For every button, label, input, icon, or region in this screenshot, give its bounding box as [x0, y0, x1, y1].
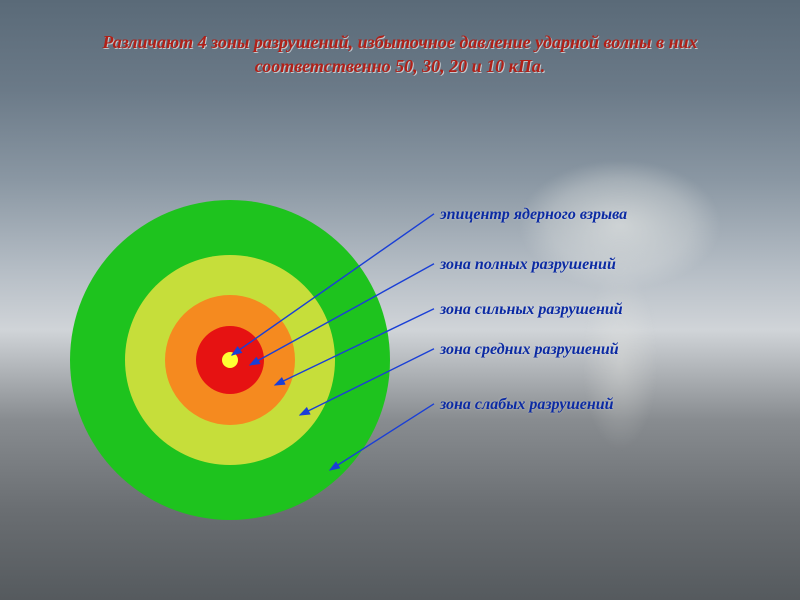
label-medium: зона средних разрушений: [440, 340, 619, 359]
label-strong: зона сильных разрушений: [440, 300, 623, 319]
label-weak: зона слабых разрушений: [440, 395, 614, 414]
labels-container: эпицентр ядерного взрыва зона полных разр…: [0, 0, 800, 600]
label-full: зона полных разрушений: [440, 255, 616, 274]
label-epicenter: эпицентр ядерного взрыва: [440, 205, 627, 224]
